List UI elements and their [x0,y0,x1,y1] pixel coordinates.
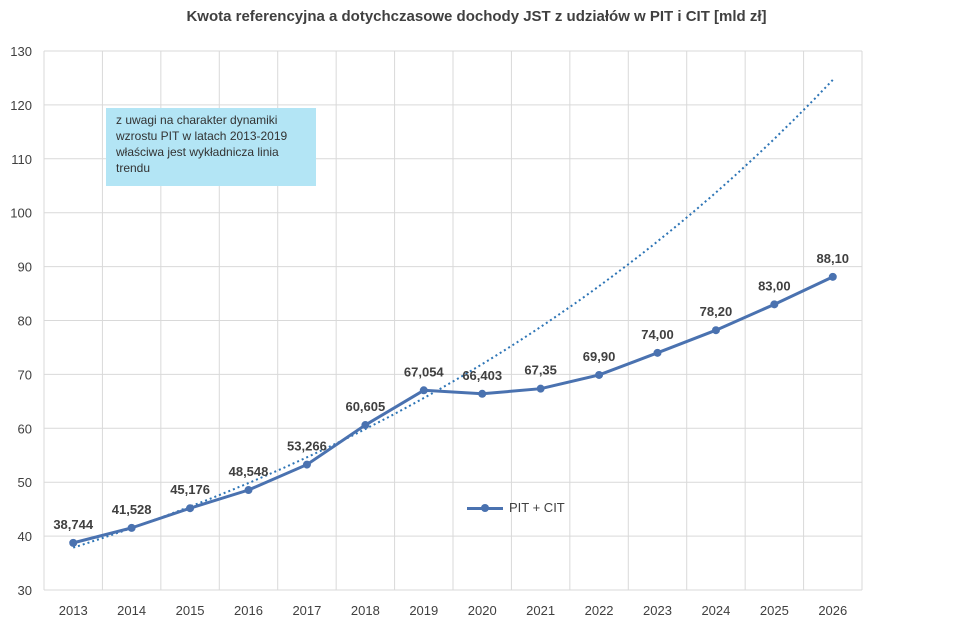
data-point-2013 [69,538,78,547]
data-label-2020: 66,403 [462,368,502,383]
data-label-2023: 74,00 [641,327,674,342]
data-label-2019: 67,054 [404,364,445,379]
x-tick-label-7: 2020 [468,603,497,618]
x-axis-ticks: 2013 2014 2015 2016 2017 2018 2019 2020 2021 2022… [59,603,847,618]
data-point-2023 [653,348,662,357]
x-tick-label-11: 2024 [701,603,730,618]
data-point-2025 [770,300,779,309]
x-tick-label-4: 2017 [292,603,321,618]
data-point-2019 [419,386,428,395]
x-tick-label-3: 2016 [234,603,263,618]
y-tick-label-5: 80 [18,314,32,329]
data-label-2024: 78,20 [700,304,733,319]
data-label-2017: 53,266 [287,439,327,454]
data-point-2016 [244,486,253,495]
data-point-2024 [711,326,720,335]
data-label-2013: 38,744 [53,517,94,532]
data-label-2015: 45,176 [170,482,210,497]
data-label-2026: 88,10 [817,251,850,266]
trendline [72,79,834,549]
gridlines [43,50,863,591]
legend: PIT + CIT [467,500,565,515]
annotation-box: z uwagi na charakter dynamiki wzrostu PI… [106,108,316,186]
y-tick-label-8: 110 [11,152,32,167]
data-point-2020 [478,389,487,398]
data-label-2021: 67,35 [524,363,557,378]
y-tick-label-10: 130 [10,44,32,59]
legend-marker-icon [467,502,503,514]
y-tick-label-9: 120 [10,98,32,113]
data-label-2016: 48,548 [229,464,269,479]
x-tick-label-5: 2018 [351,603,380,618]
legend-label: PIT + CIT [509,500,565,515]
data-label-2018: 60,605 [345,399,385,414]
y-tick-label-2: 50 [18,475,32,490]
data-label-2022: 69,90 [583,349,616,364]
x-tick-label-12: 2025 [760,603,789,618]
y-tick-label-1: 40 [18,529,32,544]
x-tick-label-6: 2019 [409,603,438,618]
data-labels: 38,744 41,528 45,176 48,548 53,266 60,605 67,0… [53,251,849,532]
y-tick-label-0: 30 [18,583,32,598]
x-tick-label-2: 2015 [176,603,205,618]
data-point-2017 [302,460,311,469]
x-tick-label-0: 2013 [59,603,88,618]
data-point-2014 [127,523,136,532]
y-tick-label-7: 100 [10,206,32,221]
data-points [69,272,837,547]
data-point-2021 [536,384,545,393]
y-tick-label-4: 70 [18,367,32,382]
x-tick-label-13: 2026 [818,603,847,618]
data-label-2014: 41,528 [112,502,152,517]
data-point-2015 [186,504,195,513]
y-axis-ticks: 30 40 50 60 70 80 90 100 110 120 130 [10,44,32,598]
data-label-2025: 83,00 [758,278,791,293]
series-line-pit-cit [72,275,834,545]
x-tick-label-8: 2021 [526,603,555,618]
x-tick-label-1: 2014 [117,603,146,618]
data-point-2022 [595,370,604,379]
y-tick-label-6: 90 [18,260,32,275]
data-point-2026 [828,272,837,281]
data-point-2018 [361,421,370,430]
x-tick-label-10: 2023 [643,603,672,618]
chart-title: Kwota referencyjna a dotychczasowe docho… [186,8,767,25]
x-tick-label-9: 2022 [585,603,614,618]
y-tick-label-3: 60 [18,421,32,436]
